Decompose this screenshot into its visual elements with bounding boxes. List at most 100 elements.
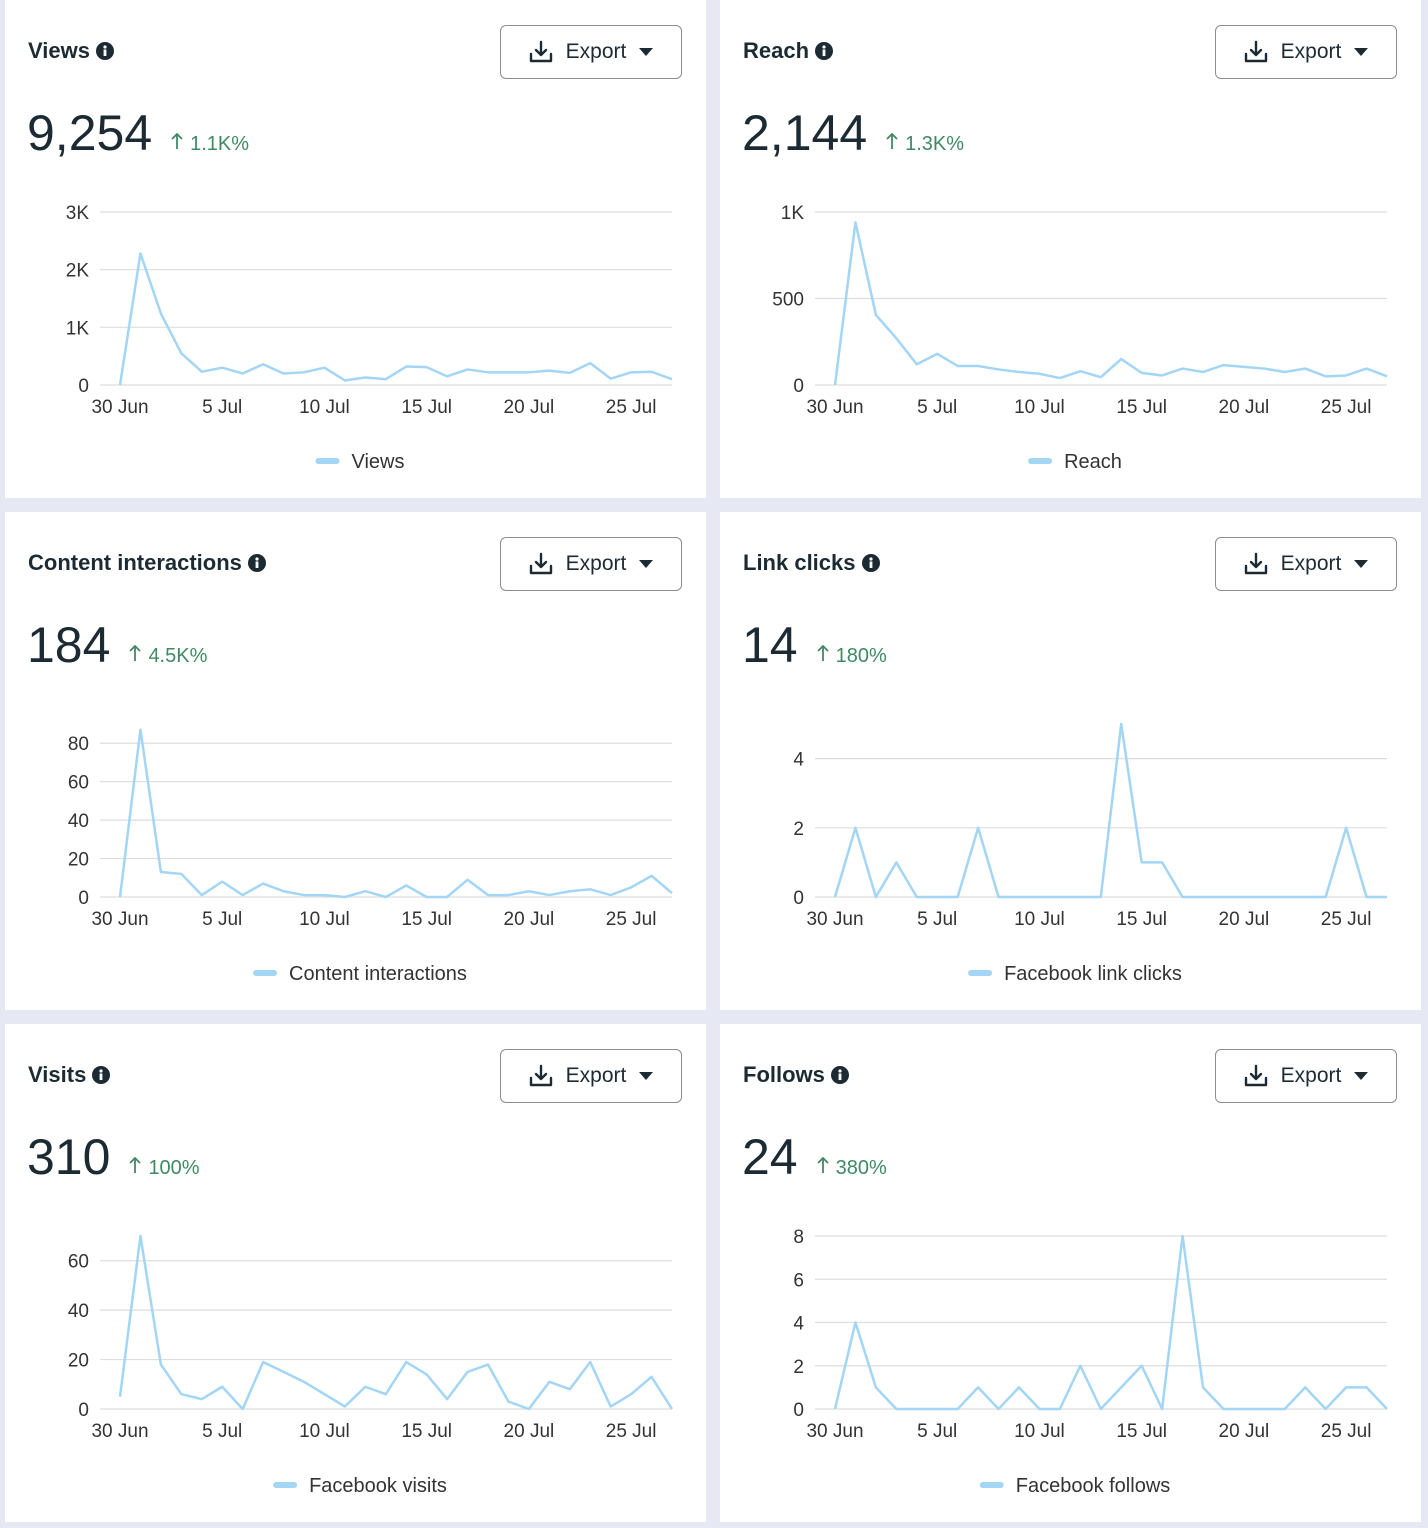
x-tick-label: 30 Jun (806, 909, 863, 930)
button-label: Export (1280, 552, 1342, 575)
caret-icon (639, 48, 654, 56)
x-tick-label: 5 Jul (917, 1421, 957, 1442)
x-tick-label: 25 Jul (606, 909, 657, 930)
x-tick-label: 20 Jul (504, 397, 555, 418)
change: 4.5K% (128, 644, 207, 668)
change: 100% (128, 1156, 200, 1180)
card-header: Views (28, 38, 114, 64)
legend-label: Facebook follows (1016, 1475, 1171, 1497)
total-row: 14 180% (742, 620, 887, 670)
metric-card: 0 500 1K 30 Jun 5 Jul 10 Jul 15 Jul 20 Jul 25 Ju… (720, 0, 1421, 498)
metric-card: 0 2 4 6 8 30 Jun 5 Jul 10 Jul 15 Jul 20 Jul 25 Jul… (720, 1024, 1421, 1522)
card-title: Content interactions (28, 550, 242, 575)
card-title: Follows (743, 1062, 825, 1087)
y-tick-label: 1K (781, 203, 805, 224)
metric-card: 0 20 40 60 30 Jun 5 Jul 10 Jul 15 Jul 20 Jul 25 J… (5, 1024, 706, 1522)
button-label: Export (565, 40, 627, 63)
change-value: 180% (835, 645, 887, 667)
total-value: 184 (27, 617, 111, 673)
x-tick-label: 25 Jul (1321, 1421, 1372, 1442)
legend-swatch (979, 1482, 1004, 1488)
legend-swatch (273, 1482, 298, 1488)
metric-card: 0 2 4 30 Jun 5 Jul 10 Jul 15 Jul 20 Jul 25 Jul Fa… (720, 512, 1421, 1010)
up-arrow (816, 1156, 829, 1173)
legend-swatch (968, 970, 993, 976)
export-button[interactable]: Export (1215, 537, 1397, 591)
up-arrow (129, 644, 142, 661)
change: 180% (816, 644, 887, 668)
legend-label: Views (352, 451, 405, 473)
export-button[interactable]: Export (500, 537, 682, 591)
x-tick-label: 15 Jul (1116, 1421, 1167, 1442)
x-tick-label: 25 Jul (606, 1421, 657, 1442)
export-button[interactable]: Export (500, 1049, 682, 1103)
download-icon (529, 1064, 552, 1087)
total-value: 24 (742, 1129, 798, 1185)
line (833, 221, 1388, 386)
y-tick-label: 0 (793, 1400, 804, 1421)
total-value: 2,144 (742, 105, 868, 161)
change: 1.3K% (885, 132, 964, 156)
card-title: Reach (743, 38, 810, 63)
line (118, 728, 673, 899)
y-tick-label: 3K (66, 203, 90, 224)
export-button[interactable]: Export (500, 25, 682, 79)
chart: 0 20 40 60 30 Jun 5 Jul 10 Jul 15 Jul 20 Jul 25 J… (68, 1234, 674, 1497)
caret-icon (1354, 560, 1369, 568)
x-tick-label: 15 Jul (1116, 397, 1167, 418)
card-header: Link clicks (743, 550, 880, 576)
x-tick-label: 5 Jul (917, 397, 957, 418)
caret-icon (1354, 1072, 1369, 1080)
total-row: 184 4.5K% (27, 620, 207, 670)
x-tick-label: 10 Jul (299, 1421, 350, 1442)
y-tick-label: 40 (68, 811, 89, 832)
chart: 0 20 40 60 80 30 Jun 5 Jul 10 Jul 15 Jul 20 Jul 25… (68, 728, 673, 985)
y-tick-label: 6 (793, 1270, 804, 1291)
change: 1.1K% (170, 132, 249, 156)
x-tick-label: 30 Jun (806, 397, 863, 418)
metric-card: 0 20 40 60 80 30 Jun 5 Jul 10 Jul 15 Jul 20 Jul 25… (5, 512, 706, 1010)
caret-icon (1354, 48, 1369, 56)
x-tick-label: 15 Jul (401, 397, 452, 418)
x-tick-label: 15 Jul (401, 1421, 452, 1442)
download-icon (529, 552, 552, 575)
info-icon (247, 554, 266, 572)
y-tick-label: 0 (78, 1400, 89, 1421)
x-tick-label: 5 Jul (202, 1421, 242, 1442)
y-tick-label: 0 (793, 888, 804, 909)
x-tick-label: 10 Jul (1014, 1421, 1065, 1442)
total-row: 2,144 1.3K% (742, 108, 964, 158)
card-title: Views (28, 38, 90, 63)
download-icon (1244, 552, 1267, 575)
y-tick-label: 20 (68, 850, 89, 871)
up-arrow (886, 132, 898, 149)
x-tick-label: 30 Jun (806, 1421, 863, 1442)
y-tick-label: 4 (793, 750, 804, 771)
chart: 0 1K 2K 3K 30 Jun 5 Jul 10 Jul 15 Jul 20 Jul 25 J… (66, 203, 673, 473)
button-label: Export (565, 552, 627, 575)
x-tick-label: 25 Jul (1321, 397, 1372, 418)
y-tick-label: 80 (68, 734, 89, 755)
export-button[interactable]: Export (1215, 1049, 1397, 1103)
change-value: 380% (835, 1157, 887, 1179)
card-header: Content interactions (28, 550, 266, 576)
x-tick-label: 30 Jun (91, 909, 148, 930)
change-value: 4.5K% (148, 645, 208, 667)
x-tick-label: 10 Jul (299, 909, 350, 930)
y-tick-label: 60 (68, 1252, 89, 1273)
x-tick-label: 10 Jul (299, 397, 350, 418)
y-tick-label: 8 (793, 1227, 804, 1248)
y-tick-label: 4 (793, 1314, 804, 1335)
legend-swatch (253, 970, 278, 976)
caret-icon (639, 560, 654, 568)
y-tick-label: 20 (68, 1351, 89, 1372)
total-value: 14 (742, 617, 798, 673)
x-tick-label: 30 Jun (91, 1421, 148, 1442)
x-tick-label: 20 Jul (1219, 397, 1270, 418)
info-icon (830, 1066, 849, 1084)
export-button[interactable]: Export (1215, 25, 1397, 79)
y-tick-label: 1K (66, 318, 90, 339)
total-row: 310 100% (27, 1132, 200, 1182)
x-tick-label: 20 Jul (504, 1421, 555, 1442)
y-tick-label: 60 (68, 773, 89, 794)
